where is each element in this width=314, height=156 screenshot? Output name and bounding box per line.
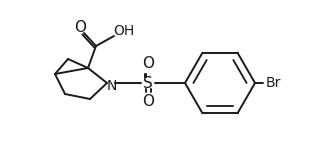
Text: OH: OH [113,24,135,38]
Text: O: O [142,95,154,110]
Text: Br: Br [265,76,281,90]
Text: N: N [107,79,117,93]
Text: O: O [74,20,86,36]
Text: O: O [142,56,154,71]
Text: S: S [143,76,153,90]
